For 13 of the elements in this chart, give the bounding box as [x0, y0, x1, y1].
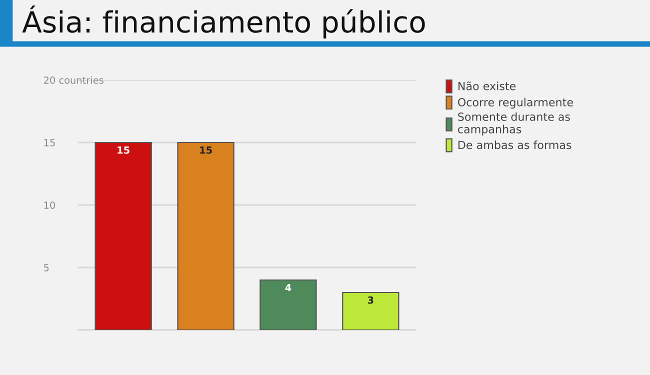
y-tick-label: 20 countries [44, 76, 104, 84]
legend-label: Ocorre regularmente [458, 98, 573, 109]
chart-title: Ásia: financiamento público [22, 5, 425, 39]
y-tick-label: 10 [44, 201, 56, 209]
y-tick-label: 5 [44, 264, 49, 272]
legend-label: Somente durante as campanhas [458, 112, 570, 136]
legend-label: De ambas as formas [458, 140, 572, 150]
data-label: 3 [368, 296, 374, 304]
data-label: 15 [200, 146, 212, 154]
data-label: 15 [118, 146, 130, 154]
y-tick-label: 15 [44, 139, 55, 146]
legend-label: Não existe [458, 81, 516, 90]
data-label: 4 [285, 284, 292, 292]
